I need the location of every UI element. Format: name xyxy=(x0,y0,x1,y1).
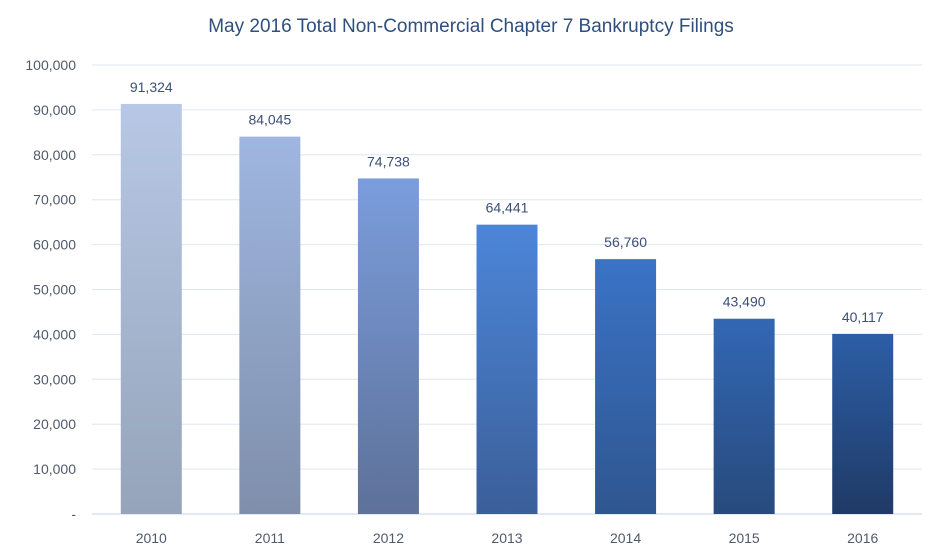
x-tick-label: 2013 xyxy=(491,530,522,546)
data-labels: 91,324 84,045 74,738 64,441 56,760 43,490 40,1… xyxy=(130,79,884,325)
data-label-2012: 74,738 xyxy=(367,153,410,169)
y-tick-label: 60,000 xyxy=(33,237,76,253)
y-tick-label: 100,000 xyxy=(25,57,76,73)
y-tick-label: 80,000 xyxy=(33,147,76,163)
bar-2011 xyxy=(239,136,301,515)
x-axis-tick-labels: 2010 2011 2012 2013 2014 2015 2016 xyxy=(136,530,879,546)
data-label-2015: 43,490 xyxy=(723,294,766,310)
x-tick-label: 2014 xyxy=(610,530,641,546)
y-axis-tick-labels: - 10,000 20,000 30,000 40,000 50,000 60,000 70,… xyxy=(25,57,76,522)
data-label-2014: 56,760 xyxy=(604,234,647,250)
y-tick-label: 30,000 xyxy=(33,371,76,387)
x-tick-label: 2015 xyxy=(729,530,760,546)
y-tick-label: 70,000 xyxy=(33,192,76,208)
y-tick-label: 20,000 xyxy=(33,416,76,432)
y-tick-label: 40,000 xyxy=(33,326,76,342)
bar-2012 xyxy=(357,178,419,514)
x-tick-label: 2012 xyxy=(373,530,404,546)
bar-2014 xyxy=(595,259,657,514)
bar-2013 xyxy=(476,224,538,514)
data-label-2010: 91,324 xyxy=(130,79,173,95)
bar-2015 xyxy=(713,318,775,514)
data-label-2011: 84,045 xyxy=(248,112,291,128)
bar-2010 xyxy=(120,103,182,515)
data-label-2016: 40,117 xyxy=(842,309,884,325)
x-tick-label: 2016 xyxy=(847,530,878,546)
y-tick-label: - xyxy=(71,506,76,522)
chart-title: May 2016 Total Non-Commercial Chapter 7 … xyxy=(208,16,734,37)
y-tick-label: 50,000 xyxy=(33,282,76,298)
data-label-2013: 64,441 xyxy=(486,200,529,216)
x-tick-label: 2010 xyxy=(136,530,167,546)
y-tick-label: 10,000 xyxy=(33,461,76,477)
bars xyxy=(120,103,894,515)
y-tick-label: 90,000 xyxy=(33,102,76,118)
x-tick-label: 2011 xyxy=(255,530,285,546)
bar-2016 xyxy=(832,333,894,514)
